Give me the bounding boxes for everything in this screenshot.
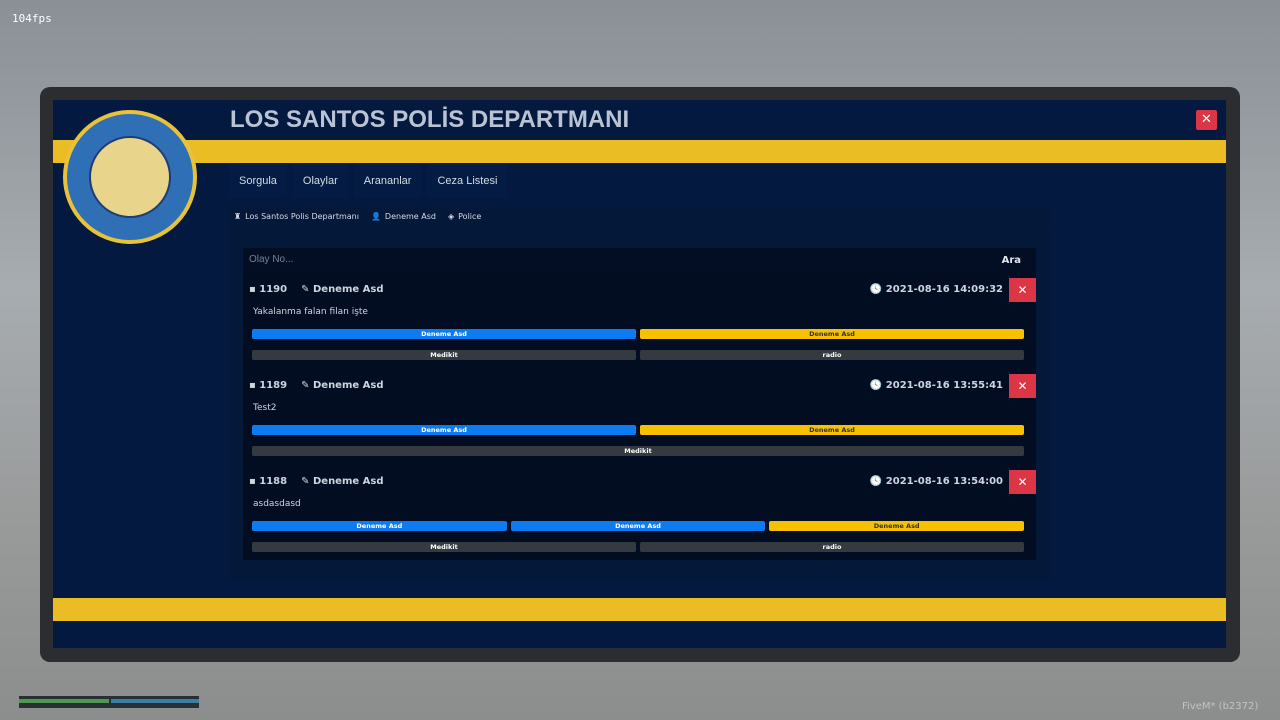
close-button[interactable]: ✕ xyxy=(1196,110,1217,130)
incident-date: 🕓 2021-08-16 13:54:00 xyxy=(870,476,1003,487)
incident-date: 🕓 2021-08-16 14:09:32 xyxy=(870,284,1003,295)
date-text: 2021-08-16 13:55:41 xyxy=(885,380,1003,391)
minimap-status-bar xyxy=(19,696,199,708)
edit-icon: ✎ xyxy=(301,476,310,487)
incident-search-input[interactable] xyxy=(249,254,949,265)
person-badge[interactable]: Deneme Asd xyxy=(510,521,766,531)
edit-icon: ✎ xyxy=(301,284,310,295)
edit-icon: ✎ xyxy=(301,380,310,391)
note-icon: ▪ xyxy=(249,284,256,295)
item-badge: Medikit xyxy=(252,542,636,552)
tab-arananlar[interactable]: Arananlar xyxy=(353,164,422,198)
user-icon: 👤 xyxy=(370,212,381,221)
note-icon: ▪ xyxy=(249,380,256,391)
incident-header: ▪ 1188 ✎ Deneme Asd xyxy=(249,476,384,487)
item-badge: Medikit xyxy=(252,350,636,360)
person-badge[interactable]: Deneme Asd xyxy=(252,521,507,531)
nav-tabs: Sorgula Olaylar Arananlar Ceza Listesi xyxy=(229,164,508,198)
items-list: Medikit radio xyxy=(252,542,1024,552)
involved-list: Deneme Asd Deneme Asd xyxy=(252,329,1024,339)
breadcrumb-user: Deneme Asd xyxy=(384,212,436,221)
incident-description: Yakalanma falan filan işte xyxy=(253,307,368,317)
person-badge[interactable]: Deneme Asd xyxy=(640,329,1024,339)
footer-stripe xyxy=(53,598,1226,621)
involved-list: Deneme Asd Deneme Asd xyxy=(252,425,1024,435)
breadcrumb: ♜ Los Santos Polis Departmanı 👤 Deneme Asd… xyxy=(229,206,1050,230)
incident-header: ▪ 1190 ✎ Deneme Asd xyxy=(249,284,384,295)
search-button[interactable]: Ara xyxy=(1001,255,1021,266)
incident-author: Deneme Asd xyxy=(312,380,384,391)
delete-incident-button[interactable]: ✕ xyxy=(1009,374,1036,398)
build-label: FiveM* (b2372) xyxy=(1182,701,1259,712)
note-icon: ▪ xyxy=(249,476,256,487)
person-badge[interactable]: Deneme Asd xyxy=(640,425,1024,435)
search-bar: Ara xyxy=(243,250,1036,272)
incident-author: Deneme Asd xyxy=(312,476,384,487)
item-badge: radio xyxy=(640,542,1024,552)
clock-icon: 🕓 xyxy=(869,380,883,391)
department-icon: ♜ xyxy=(234,212,242,221)
involved-list: Deneme Asd Deneme Asd Deneme Asd xyxy=(252,521,1025,531)
incident-date: 🕓 2021-08-16 13:55:41 xyxy=(870,380,1003,391)
incident-description: Test2 xyxy=(253,403,277,413)
clock-icon: 🕓 xyxy=(869,476,883,487)
breadcrumb-department: Los Santos Polis Departmanı xyxy=(245,212,359,221)
city-seal-logo xyxy=(63,110,197,244)
incident-description: asdasdasd xyxy=(253,499,301,509)
item-badge: Medikit xyxy=(252,446,1024,456)
tab-ceza-listesi[interactable]: Ceza Listesi xyxy=(427,164,508,198)
tab-olaylar[interactable]: Olaylar xyxy=(292,164,348,198)
header-stripe xyxy=(53,140,1226,163)
tag-icon: ◈ xyxy=(447,212,455,221)
items-list: Medikit xyxy=(252,446,1024,456)
incident-id: 1190 xyxy=(259,284,288,295)
delete-incident-button[interactable]: ✕ xyxy=(1009,278,1036,302)
incident-panel xyxy=(243,248,1036,560)
incident-id: 1188 xyxy=(259,476,288,487)
item-badge: radio xyxy=(640,350,1024,360)
person-badge[interactable]: Deneme Asd xyxy=(252,425,636,435)
date-text: 2021-08-16 13:54:00 xyxy=(885,476,1003,487)
person-badge[interactable]: Deneme Asd xyxy=(252,329,636,339)
person-badge[interactable]: Deneme Asd xyxy=(769,521,1025,531)
page-title: LOS SANTOS POLİS DEPARTMANI xyxy=(230,106,630,133)
clock-icon: 🕓 xyxy=(869,284,883,295)
date-text: 2021-08-16 14:09:32 xyxy=(885,284,1003,295)
incident-header: ▪ 1189 ✎ Deneme Asd xyxy=(249,380,384,391)
breadcrumb-role: Police xyxy=(458,212,482,221)
delete-incident-button[interactable]: ✕ xyxy=(1009,470,1036,494)
tab-sorgula[interactable]: Sorgula xyxy=(229,164,287,198)
incident-author: Deneme Asd xyxy=(312,284,384,295)
fps-counter: 104fps xyxy=(12,12,52,25)
items-list: Medikit radio xyxy=(252,350,1024,360)
incident-id: 1189 xyxy=(259,380,288,391)
